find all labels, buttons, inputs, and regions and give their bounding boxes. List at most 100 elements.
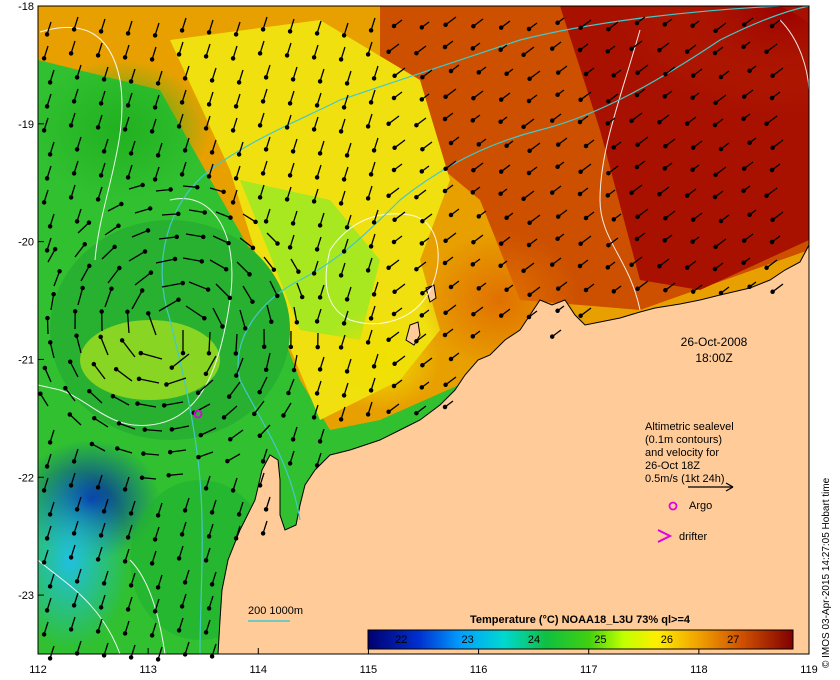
velocity-arrow-head — [391, 95, 397, 101]
velocity-arrow-head — [252, 411, 257, 417]
velocity-arrow-head — [146, 311, 151, 316]
velocity-arrow-head — [201, 234, 206, 240]
velocity-arrow-head — [147, 206, 153, 211]
velocity-arrow-head — [287, 173, 293, 178]
velocity-arrow-head — [152, 609, 158, 614]
velocity-arrow-head — [690, 73, 696, 78]
latitude-axis: -18 -19 -20 -21 -22 -23 — [18, 1, 44, 602]
velocity-arrow — [158, 299, 179, 312]
velocity-arrow-head — [713, 28, 718, 34]
velocity-arrow-head — [443, 94, 448, 100]
legend: Altimetric sealevel (0.1m contours) and … — [645, 421, 734, 543]
velocity-arrow-head — [176, 297, 181, 302]
velocity-arrow — [161, 213, 179, 216]
velocity-arrow-head — [42, 365, 48, 371]
velocity-arrow-head — [663, 215, 668, 221]
velocity-arrow-head — [41, 200, 47, 205]
lon-tick-label: 114 — [250, 664, 268, 676]
velocity-arrow-head — [71, 531, 77, 536]
velocity-arrow-head — [527, 220, 532, 226]
velocity-arrow — [131, 229, 149, 238]
velocity-arrow-head — [344, 369, 350, 374]
velocity-arrow-head — [391, 167, 397, 173]
velocity-arrow-head — [174, 234, 180, 240]
velocity-arrow-head — [227, 295, 233, 301]
velocity-arrow-head — [155, 585, 161, 590]
velocity-arrow-head — [635, 70, 640, 76]
velocity-arrow-head — [95, 557, 101, 562]
velocity-arrow-head — [741, 44, 746, 50]
velocity-arrow-head — [202, 210, 207, 215]
velocity-arrow-head — [128, 655, 134, 660]
velocity-arrow-head — [140, 182, 145, 188]
velocity-arrow-head — [182, 508, 188, 513]
velocity-arrow-head — [271, 267, 277, 272]
velocity-arrow — [126, 311, 130, 334]
velocity-arrow-head — [195, 390, 201, 396]
velocity-arrow-head — [236, 80, 242, 85]
velocity-arrow-head — [769, 23, 775, 29]
velocity-arrow-head — [74, 219, 80, 224]
velocity-arrow — [208, 331, 211, 354]
velocity-arrow-head — [206, 30, 212, 35]
velocity-arrow-head — [718, 290, 724, 296]
velocity-arrow-head — [263, 75, 269, 80]
velocity-arrow — [242, 285, 254, 303]
velocity-arrow-head — [95, 125, 101, 130]
velocity-arrow-head — [101, 581, 107, 586]
velocity-arrow-head — [155, 657, 161, 662]
velocity-arrow — [182, 185, 198, 188]
velocity-arrow-head — [176, 556, 182, 561]
velocity-arrow-head — [368, 388, 374, 393]
velocity-arrow — [223, 405, 238, 418]
velocity-arrow-head — [498, 169, 504, 174]
velocity-arrow-head — [764, 49, 769, 55]
velocity-arrow-head — [448, 356, 454, 362]
velocity-arrow-head — [317, 439, 323, 444]
velocity-arrow-head — [128, 79, 134, 84]
velocity-arrow — [137, 403, 157, 408]
velocity-arrow-head — [142, 427, 148, 432]
velocity-arrow — [171, 353, 190, 369]
velocity-arrow-head — [74, 333, 79, 338]
velocity-arrow-head — [52, 246, 58, 252]
velocity-arrow-head — [233, 536, 239, 541]
colorbar-ticks: 22 23 24 25 26 27 — [395, 634, 739, 646]
velocity-arrow — [197, 379, 214, 394]
velocity-arrow-head — [470, 118, 476, 123]
velocity-arrow-head — [125, 309, 130, 315]
velocity-arrow-head — [257, 483, 263, 488]
velocity-arrow-head — [168, 187, 173, 192]
velocity-arrow-head — [68, 195, 74, 200]
velocity-arrow — [228, 381, 241, 397]
velocity-arrow-head — [257, 433, 263, 438]
velocity-arrow-head — [176, 628, 182, 633]
velocity-arrow-head — [635, 142, 640, 148]
velocity-arrow-head — [471, 239, 476, 245]
velocity-arrow — [168, 473, 184, 476]
velocity-arrow-head — [110, 393, 116, 399]
velocity-arrow-head — [605, 121, 611, 126]
velocity-arrow-head — [51, 292, 56, 297]
velocity-arrow — [69, 361, 79, 378]
velocity-arrow-head — [770, 73, 775, 79]
velocity-arrow-head — [577, 119, 583, 125]
velocity-arrow — [144, 428, 163, 432]
velocity-arrow-head — [47, 440, 53, 445]
velocity-arrow-head — [555, 92, 560, 98]
velocity-arrow-head — [527, 76, 532, 82]
velocity-arrow-head — [44, 464, 50, 469]
velocity-arrow-head — [317, 223, 323, 228]
velocity-arrow-head — [311, 199, 317, 204]
colorbar-title: Temperature (°C) NOAA18_L3U 73% ql>=4 — [470, 614, 691, 626]
velocity-arrow-head — [82, 242, 88, 247]
colorbar-tick-label: 23 — [461, 634, 473, 646]
velocity-arrow — [104, 288, 113, 308]
velocity-arrow-head — [87, 263, 92, 269]
lon-tick-label: 113 — [139, 664, 157, 676]
velocity-arrow-head — [198, 432, 204, 438]
velocity-arrow-head — [443, 22, 448, 28]
velocity-arrow — [93, 417, 109, 428]
velocity-arrow-head — [294, 320, 300, 325]
